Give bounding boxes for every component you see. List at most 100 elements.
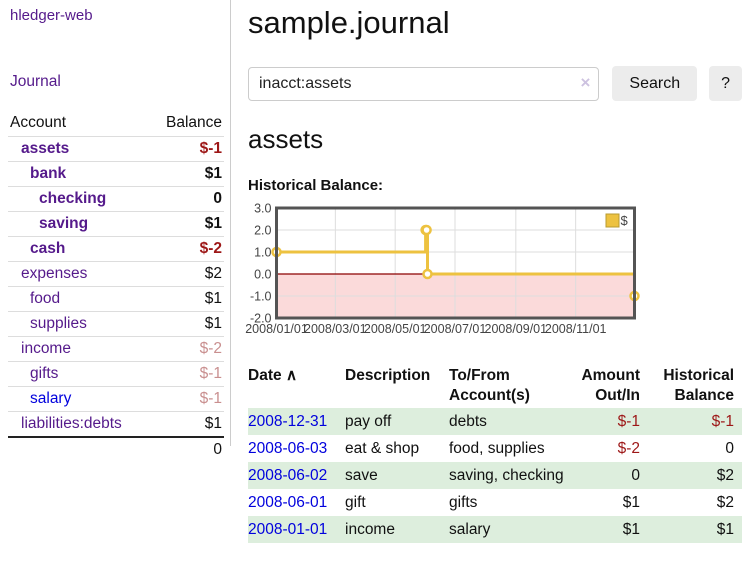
svg-text:1.0: 1.0 [254,245,271,259]
account-link[interactable]: checking [39,190,107,207]
transaction-date-link[interactable]: 2008-01-01 [248,520,328,538]
account-balance: $2 [150,261,224,287]
accounts-body: assets $-1 bank $1 checking 0 saving $1 cash $-2 e… [8,136,224,437]
register-row: 2008-01-01 income salary $1 $1 [248,515,742,543]
svg-text:2.0: 2.0 [254,223,271,237]
help-button[interactable]: ? [709,66,742,102]
svg-text:2008/11/01: 2008/11/01 [545,322,607,336]
account-balance: $1 [150,211,224,237]
transaction-balance: 0 [725,439,734,457]
accounts-total-value: 0 [150,436,224,462]
transaction-date-link[interactable]: 2008-06-01 [248,493,328,511]
svg-text:-1.0: -1.0 [250,289,272,303]
register-header-date-label: Date [248,366,282,384]
transaction-balance: $1 [716,520,734,538]
register-header-date[interactable]: Date ∧ [248,364,345,408]
account-link[interactable]: assets [21,140,70,157]
account-row: supplies $1 [8,311,224,337]
account-link[interactable]: expenses [21,265,88,282]
register-header-description: Description [345,366,431,384]
account-row: salary $-1 [8,386,224,412]
account-balance: $1 [150,286,224,312]
chart-title: Historical Balance: [248,176,384,194]
account-balance: $1 [150,311,224,337]
clear-search-icon[interactable]: × [580,72,591,92]
sidebar-item-journal[interactable]: Journal [10,73,61,90]
svg-text:0.0: 0.0 [254,267,271,281]
account-heading: assets [248,124,324,155]
account-link[interactable]: bank [30,165,67,182]
account-link[interactable]: gifts [30,365,59,382]
transaction-description: gift [345,493,366,511]
transaction-description: pay off [345,412,392,430]
account-row: food $1 [8,286,224,312]
account-link[interactable]: income [21,340,71,357]
accounts-total-spacer [8,436,151,462]
transaction-balance: $2 [716,493,734,511]
account-balance: $-1 [150,136,224,162]
account-link[interactable]: liabilities:debts [21,415,122,432]
account-link[interactable]: supplies [30,315,87,332]
register-header-balance: Historical Balance [663,366,734,404]
register-header-row: Date ∧ Description To/From Account(s) Am… [248,364,742,408]
account-balance: 0 [150,186,224,212]
transaction-description: income [345,520,395,538]
svg-text:$: $ [621,213,629,228]
transaction-amount: $1 [622,520,640,538]
account-balance: $-1 [150,361,224,387]
register-row: 2008-06-03 eat & shop food, supplies $-2 0 [248,435,742,462]
search-button[interactable]: Search [612,66,698,102]
transaction-amount: 0 [631,466,640,484]
account-link[interactable]: salary [30,390,72,407]
accounts-header-row: Account Balance [8,110,224,137]
svg-text:3.0: 3.0 [254,201,271,215]
transaction-description: eat & shop [345,439,420,457]
account-balance: $-2 [150,336,224,362]
historical-balance-chart: 3.0 2.0 1.0 0.0 -1.0 -2.0 2008/01/01 2008/03/01… [245,201,642,347]
account-row: saving $1 [8,211,224,237]
transaction-accounts: gifts [449,493,478,511]
svg-text:2008/09/01: 2008/09/01 [485,322,548,336]
accounts-table: Account Balance assets $-1 bank $1 checking 0… [8,110,224,462]
page-title: sample.journal [248,5,450,40]
account-row: expenses $2 [8,261,224,287]
transaction-date-link[interactable]: 2008-12-31 [248,412,328,430]
transaction-amount: $1 [622,493,640,511]
svg-text:2008/01/01: 2008/01/01 [245,322,308,336]
accounts-total-row: 0 [8,436,224,462]
transaction-description: save [345,466,378,484]
accounts-header-balance: Balance [165,114,222,131]
account-balance: $1 [150,161,224,187]
transaction-accounts: saving, checking [449,466,564,484]
svg-text:2008/07/01: 2008/07/01 [424,322,487,336]
account-link[interactable]: saving [39,215,89,232]
transaction-balance: $2 [716,466,734,484]
account-link[interactable]: food [30,290,61,307]
transaction-balance: $-1 [711,412,734,430]
sidebar: hledger-web Journal Account Balance asse… [0,0,231,462]
account-row: bank $1 [8,161,224,187]
search-bar: × Search ? [248,66,742,102]
transaction-amount: $-1 [617,412,640,430]
account-balance: $1 [150,411,224,437]
main-content: sample.journal × Search ? assets Histori… [245,0,742,543]
register-header-amount: Amount Out/In [581,366,640,404]
search-input-wrap: × [248,66,600,101]
register-row: 2008-12-31 pay off debts $-1 $-1 [248,407,742,435]
svg-text:2008/03/01: 2008/03/01 [304,322,367,336]
register-header-accounts: To/From Account(s) [449,366,530,404]
transaction-date-link[interactable]: 2008-06-02 [248,466,328,484]
register-table: Date ∧ Description To/From Account(s) Am… [248,364,742,543]
svg-text:2008/05/01: 2008/05/01 [364,322,427,336]
account-row: gifts $-1 [8,361,224,387]
register-row: 2008-06-02 save saving, checking 0 $2 [248,461,742,489]
transaction-accounts: debts [449,412,487,430]
register-body: 2008-12-31 pay off debts $-1 $-1 2008-06-03 ea… [248,407,742,543]
account-row: assets $-1 [8,136,224,162]
account-row: cash $-2 [8,236,224,262]
app-title-link[interactable]: hledger-web [10,7,93,24]
account-link[interactable]: cash [30,240,66,257]
transaction-date-link[interactable]: 2008-06-03 [248,439,328,457]
sort-asc-icon: ∧ [285,366,298,384]
search-input[interactable] [248,66,600,101]
